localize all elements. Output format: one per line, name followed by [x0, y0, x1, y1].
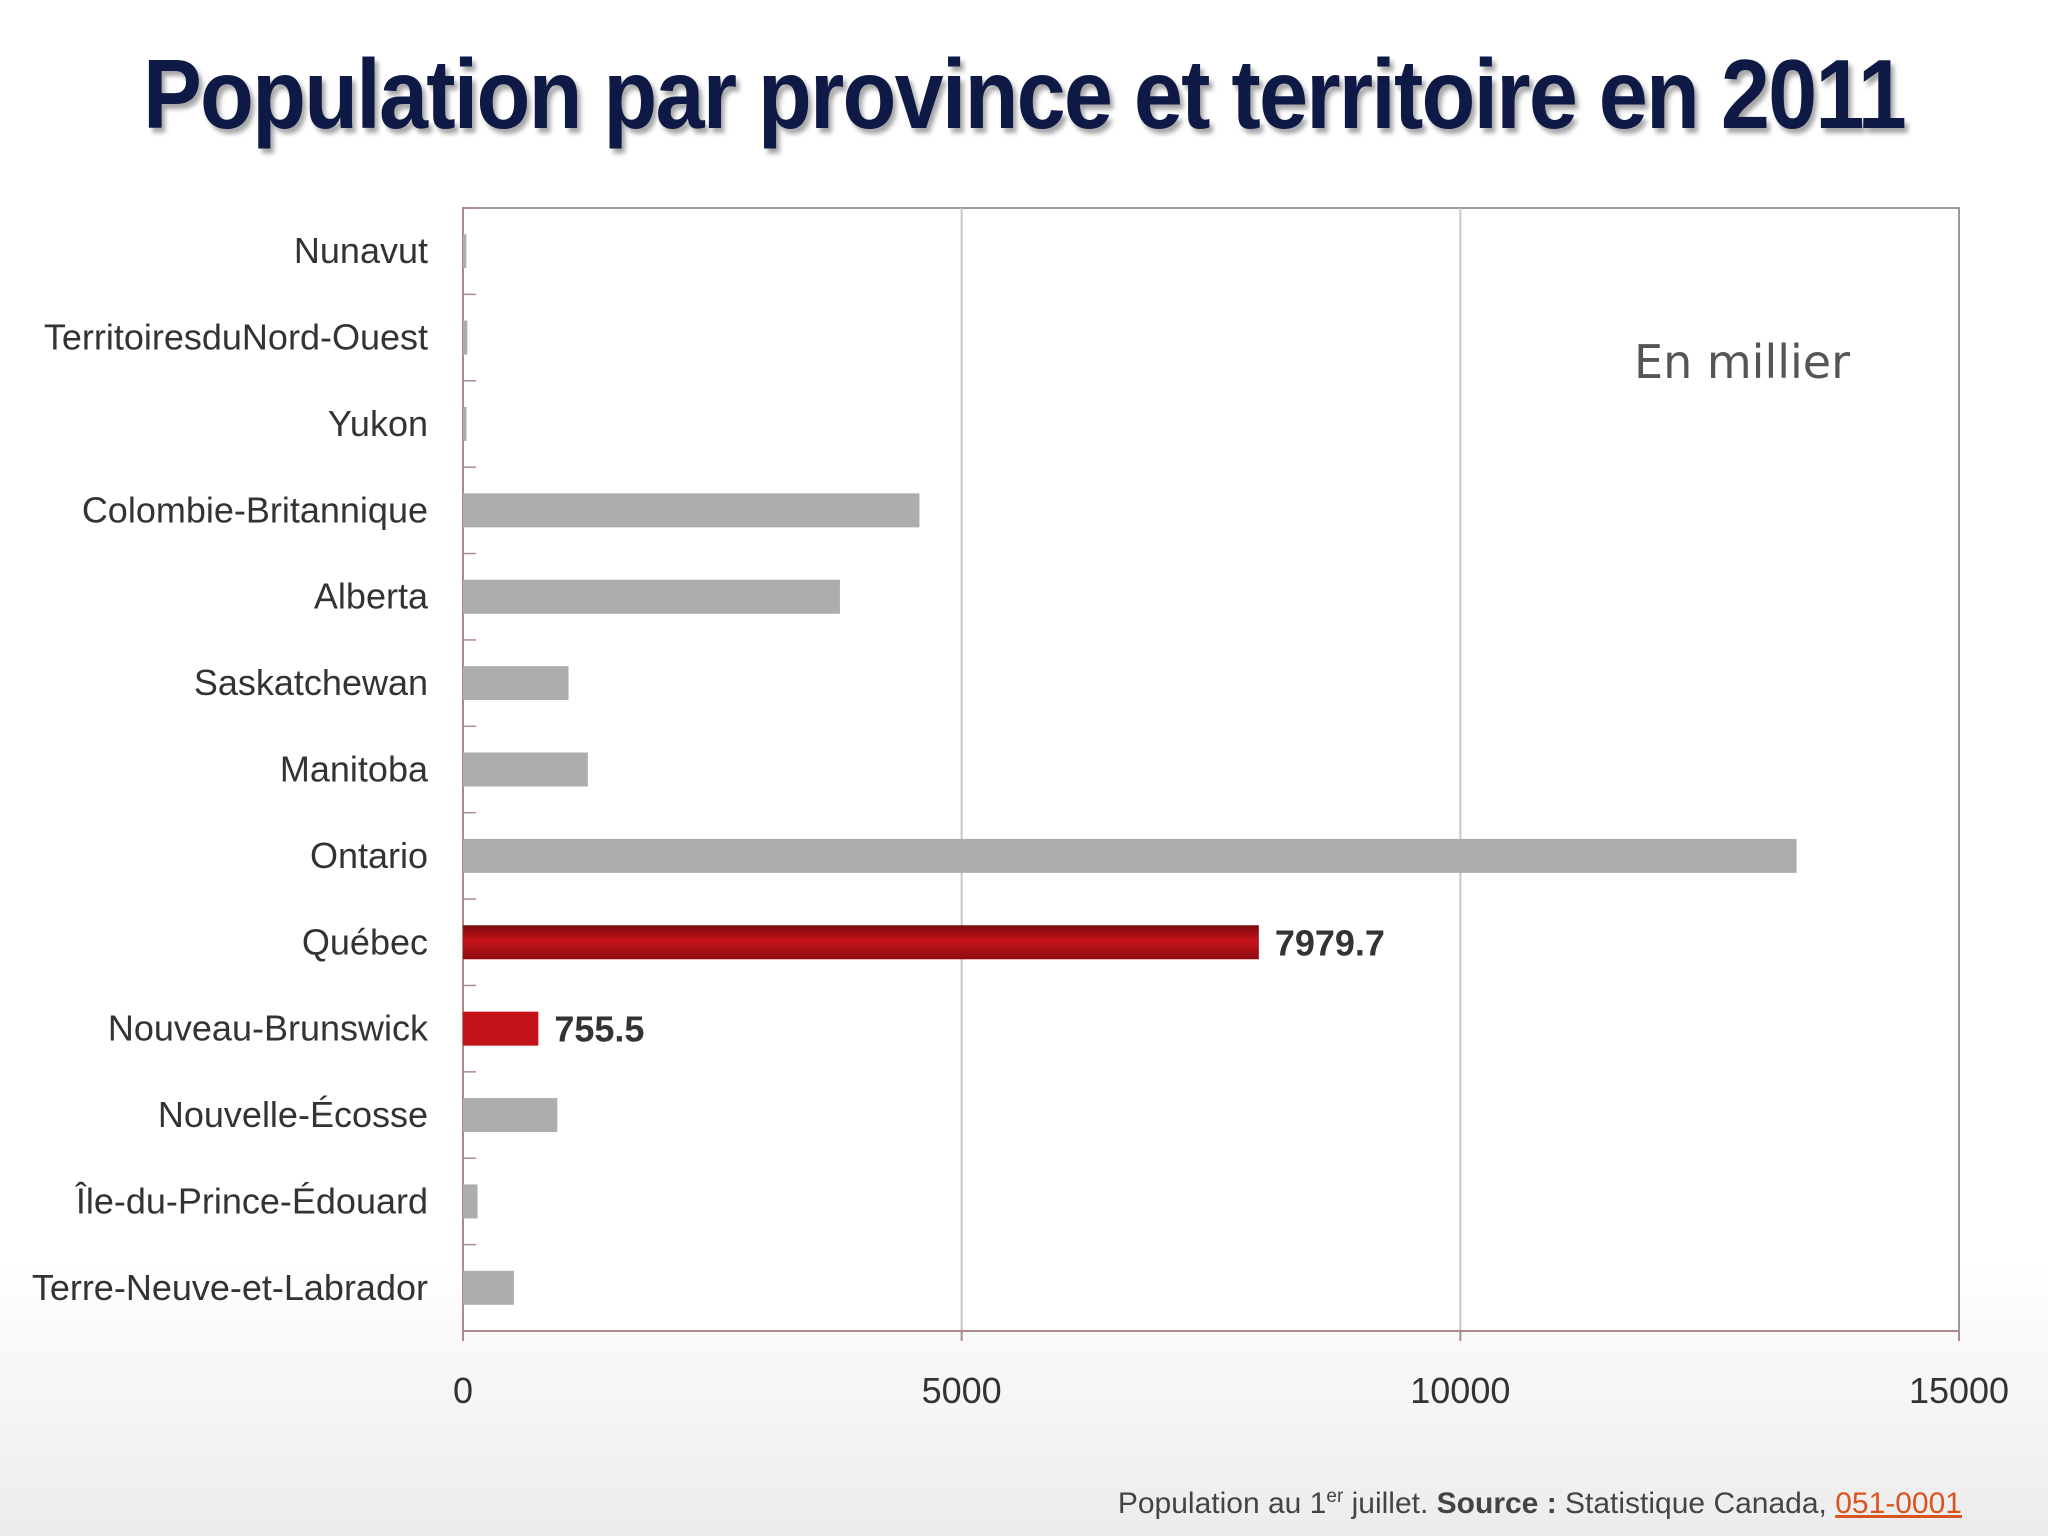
bar — [463, 320, 468, 355]
x-tick-label: 0 — [453, 1370, 473, 1411]
bar — [463, 493, 920, 528]
page-title: Population par province et territoire en… — [143, 39, 1907, 149]
category-label: TerritoiresduNord-Ouest — [44, 317, 428, 358]
bar — [463, 1098, 558, 1133]
bar — [463, 838, 1797, 873]
bar — [463, 406, 467, 441]
bar — [463, 666, 569, 701]
plot-frame — [462, 207, 1960, 1332]
data-label: 7979.7 — [1275, 922, 1385, 963]
bar — [463, 752, 588, 787]
category-label: Ontario — [310, 835, 428, 876]
category-label: Yukon — [328, 403, 428, 444]
bar — [463, 925, 1259, 960]
bar — [463, 1184, 478, 1219]
x-tick-label: 5000 — [922, 1370, 1002, 1411]
source-footer: Population au 1er juillet. Source : Stat… — [1118, 1486, 1962, 1521]
data-label: 755.5 — [554, 1009, 644, 1050]
source-link[interactable]: 051-0001 — [1835, 1487, 1962, 1520]
category-label: Nunavut — [294, 230, 428, 271]
category-label: Nouveau-Brunswick — [108, 1008, 429, 1049]
footer-prefix: Population au 1 — [1117, 1487, 1327, 1520]
footer-middle: juillet. — [1343, 1487, 1437, 1520]
bar — [463, 234, 467, 269]
x-tick-label: 10000 — [1410, 1370, 1510, 1411]
source-label: Source : — [1436, 1487, 1557, 1520]
footer-source-text: Statistique Canada, — [1556, 1487, 1836, 1520]
category-label: Île-du-Prince-Édouard — [75, 1180, 428, 1221]
footer-superscript: er — [1326, 1486, 1344, 1507]
category-label: Nouvelle-Écosse — [158, 1094, 428, 1135]
bar — [463, 579, 840, 614]
category-label: Colombie-Britannique — [82, 489, 428, 530]
unit-note: En millier — [1634, 335, 1850, 389]
x-tick-label: 15000 — [1909, 1370, 2009, 1411]
category-label: Québec — [302, 921, 428, 962]
category-label: Terre-Neuve-et-Labrador — [32, 1267, 428, 1308]
category-label: Manitoba — [280, 749, 429, 790]
category-label: Alberta — [314, 576, 429, 617]
bar — [463, 1270, 514, 1305]
category-label: Saskatchewan — [194, 662, 428, 703]
bar — [463, 1011, 539, 1046]
